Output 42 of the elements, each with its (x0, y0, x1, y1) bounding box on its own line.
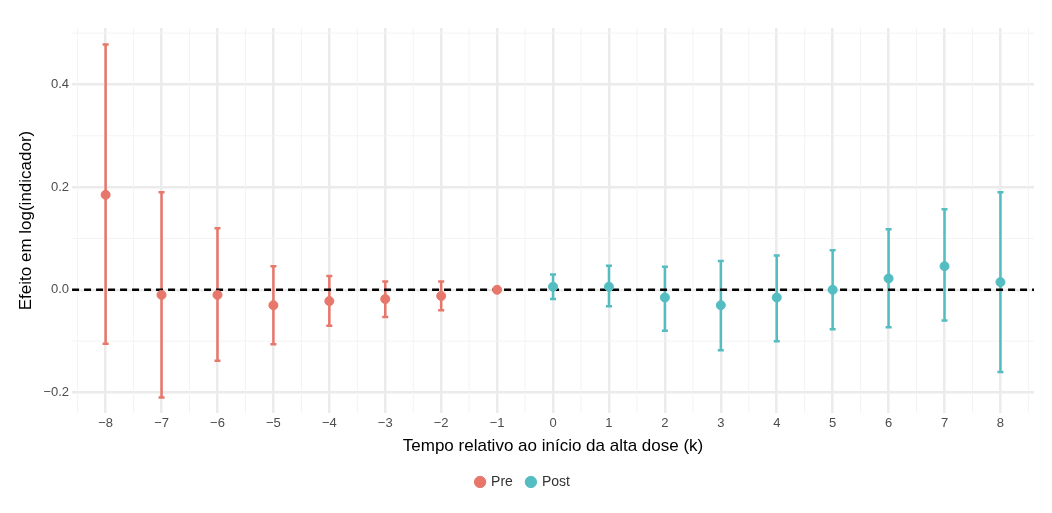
y-tick-label: −0.2 (43, 384, 70, 400)
legend-label: Post (541, 472, 571, 489)
x-tick-label: 5 (829, 415, 837, 431)
x-tick-label: −6 (210, 415, 225, 431)
x-tick-label: −3 (377, 415, 393, 431)
x-axis-title: Tempo relativo ao início da alta dose (k) (402, 436, 704, 456)
point (883, 273, 894, 284)
point (100, 189, 111, 200)
x-tick-label: 4 (773, 415, 781, 431)
point (268, 300, 279, 311)
legend-label: Pre (491, 472, 514, 489)
x-tick-label: 2 (661, 415, 669, 431)
point (939, 261, 950, 272)
y-tick-label: 0.2 (50, 178, 70, 194)
y-tick-label: 0.4 (50, 76, 70, 92)
x-tick-label: 6 (884, 415, 893, 431)
x-tick-label: −1 (489, 415, 505, 431)
point (827, 284, 838, 295)
point (156, 289, 167, 300)
x-tick-label: 3 (717, 415, 725, 431)
x-tick-label: 1 (605, 415, 613, 431)
point (659, 292, 670, 303)
point (715, 300, 726, 311)
point (212, 289, 223, 300)
x-tick-label: 7 (940, 415, 949, 431)
point (771, 292, 782, 303)
x-tick-label: −4 (321, 415, 337, 431)
x-tick-label: 0 (549, 415, 557, 431)
point (548, 281, 559, 292)
y-tick-label: 0.0 (50, 281, 70, 297)
point (380, 294, 391, 305)
x-tick-label: −7 (154, 415, 169, 431)
x-tick-label: −5 (265, 415, 281, 431)
y-axis-title: Efeito em log(indicador) (15, 130, 35, 311)
x-tick-label: 8 (996, 415, 1005, 431)
point (492, 284, 503, 295)
point (995, 277, 1006, 288)
point (324, 296, 335, 307)
x-tick-label: −8 (98, 415, 114, 431)
x-tick-label: −2 (433, 415, 449, 431)
point (436, 290, 447, 301)
point (603, 281, 614, 292)
